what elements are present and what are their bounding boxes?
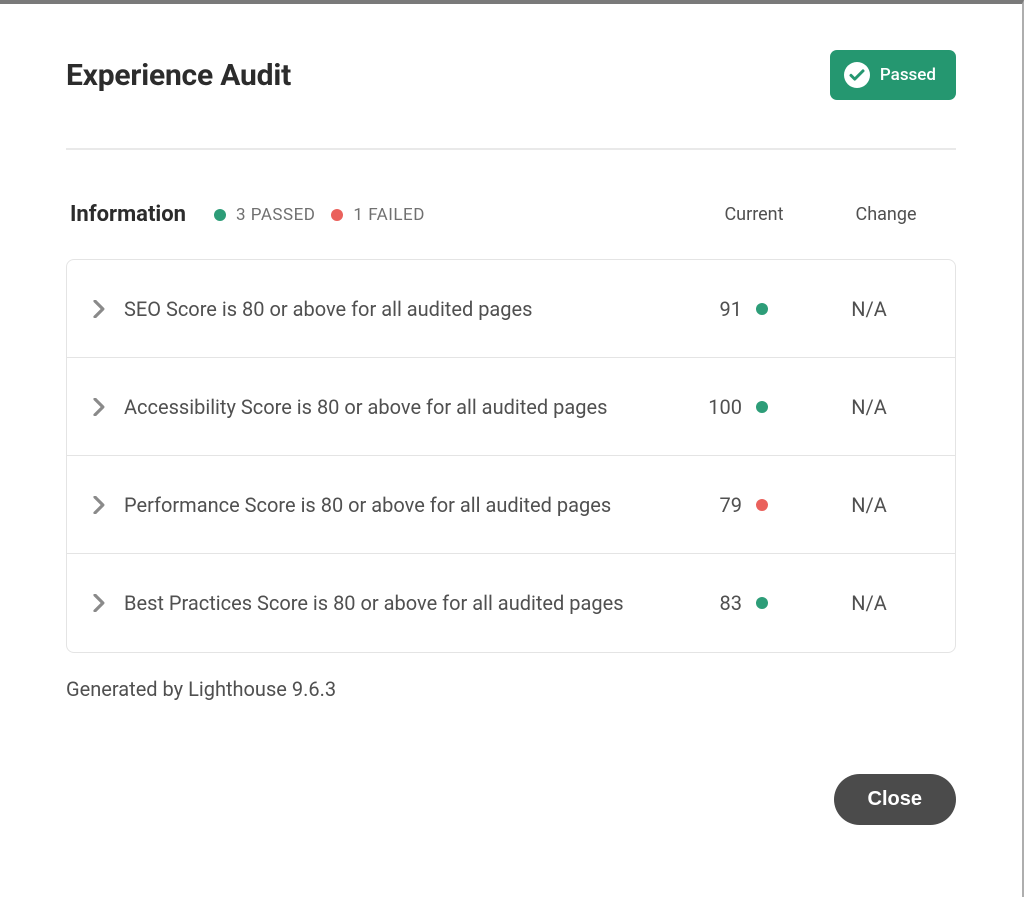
divider	[66, 148, 956, 150]
generated-by-label: Generated by Lighthouse 9.6.3	[66, 677, 956, 701]
audit-row[interactable]: Performance Score is 80 or above for all…	[67, 456, 955, 554]
status-dot-icon	[756, 499, 768, 511]
audit-row[interactable]: Best Practices Score is 80 or above for …	[67, 554, 955, 652]
audit-row[interactable]: SEO Score is 80 or above for all audited…	[67, 260, 955, 358]
audit-label: Accessibility Score is 80 or above for a…	[124, 395, 671, 419]
passed-badge-label: Passed	[880, 65, 936, 85]
audit-label: Best Practices Score is 80 or above for …	[124, 591, 671, 615]
audit-current: 91	[671, 297, 803, 321]
check-icon	[844, 62, 870, 88]
status-dot-icon	[756, 597, 768, 609]
failed-count: 1 FAILED	[353, 205, 424, 225]
audit-current: 83	[671, 591, 803, 615]
audit-label: Performance Score is 80 or above for all…	[124, 493, 671, 517]
close-button[interactable]: Close	[834, 774, 956, 825]
passed-badge: Passed	[830, 50, 956, 100]
status-dot-icon	[756, 401, 768, 413]
col-change-header: Change	[820, 204, 952, 225]
passed-stat: 3 PASSED	[214, 205, 315, 225]
audit-change: N/A	[803, 297, 935, 321]
audit-current: 79	[671, 493, 803, 517]
passed-count: 3 PASSED	[236, 205, 315, 225]
column-headers: Current Change	[688, 204, 952, 225]
dot-fail-icon	[331, 209, 343, 221]
audit-row[interactable]: Accessibility Score is 80 or above for a…	[67, 358, 955, 456]
audit-value: 91	[706, 297, 742, 321]
chevron-right-icon	[93, 594, 106, 612]
chevron-right-icon	[93, 496, 106, 514]
audit-value: 100	[706, 395, 742, 419]
dot-pass-icon	[214, 209, 226, 221]
header-row: Experience Audit Passed	[66, 50, 956, 100]
audit-value: 79	[706, 493, 742, 517]
chevron-right-icon	[93, 398, 106, 416]
status-dot-icon	[756, 303, 768, 315]
failed-stat: 1 FAILED	[331, 205, 424, 225]
audit-change: N/A	[803, 493, 935, 517]
col-current-header: Current	[688, 204, 820, 225]
information-label: Information	[70, 202, 186, 227]
chevron-right-icon	[93, 300, 106, 318]
audit-label: SEO Score is 80 or above for all audited…	[124, 297, 671, 321]
audit-change: N/A	[803, 395, 935, 419]
page-title: Experience Audit	[66, 58, 291, 93]
audit-value: 83	[706, 591, 742, 615]
audit-table: SEO Score is 80 or above for all audited…	[66, 259, 956, 653]
audit-current: 100	[671, 395, 803, 419]
summary-row: Information 3 PASSED 1 FAILED Current Ch…	[66, 202, 956, 227]
audit-panel: Experience Audit Passed Information 3 PA…	[0, 4, 1022, 701]
audit-change: N/A	[803, 591, 935, 615]
